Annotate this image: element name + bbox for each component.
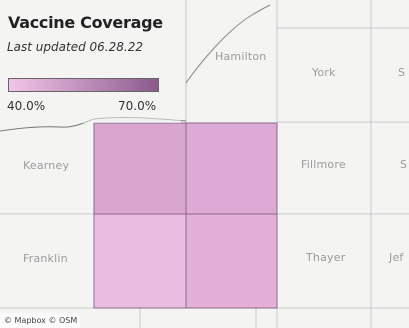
county-label-york-cut: S: [398, 66, 406, 79]
map-title: Vaccine Coverage: [8, 13, 163, 32]
county-region-sw[interactable]: [94, 214, 186, 308]
county-label-thayer: Thayer: [306, 251, 346, 264]
legend-panel: Vaccine Coverage Last updated 06.28.22 4…: [0, 0, 181, 123]
county-label-kearney: Kearney: [23, 159, 70, 172]
shaded-region-outlines: [93, 122, 278, 309]
county-label-thayer-cut: Jef: [389, 251, 404, 264]
map-attribution[interactable]: © Mapbox © OSM: [0, 313, 81, 328]
last-updated-text: Last updated 06.28.22: [7, 40, 143, 54]
county-label-fillmore-cut: S: [400, 158, 408, 171]
county-label-fillmore: Fillmore: [301, 158, 346, 171]
county-region-nw[interactable]: [94, 123, 186, 214]
legend-min-label: 40.0%: [7, 99, 46, 113]
county-region-ne[interactable]: [186, 123, 277, 214]
county-label-york: York: [312, 66, 336, 79]
county-region-se[interactable]: [186, 214, 277, 308]
county-label-franklin: Franklin: [23, 252, 68, 265]
legend-gradient-bar: [8, 78, 159, 92]
legend-max-label: 70.0%: [118, 99, 157, 113]
river-line: [185, 4, 271, 84]
county-label-hamilton: Hamilton: [215, 50, 267, 63]
